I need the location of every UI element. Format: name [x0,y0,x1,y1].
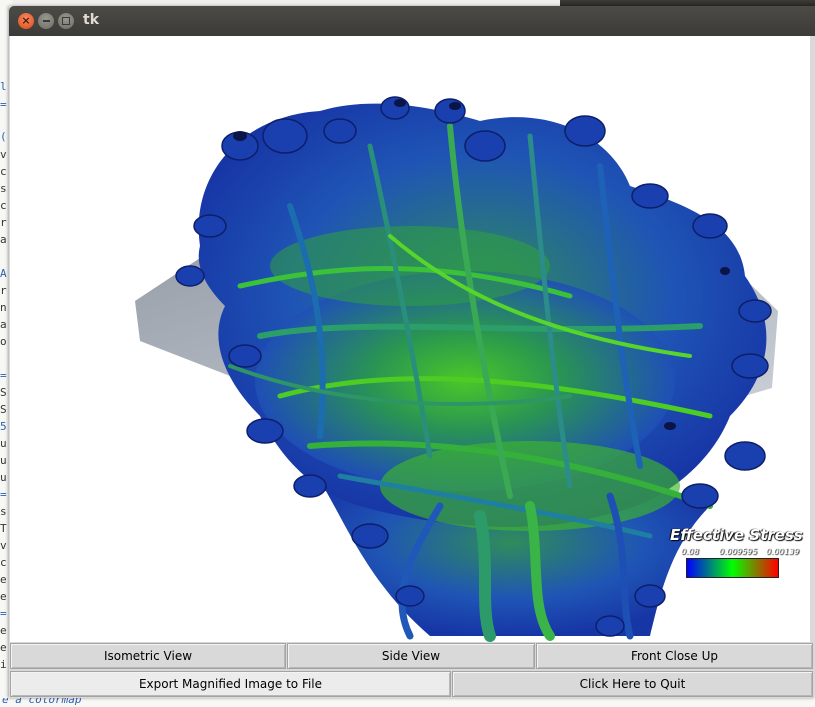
titlebar[interactable]: × tk [9,6,815,36]
legend-tick-mid: 0.009595 [719,547,758,556]
legend-ticks: 0.08 0.009595 0.00139 [675,547,805,559]
legend-colorbar [686,558,779,578]
isometric-view-button[interactable]: Isometric View [10,643,286,669]
streamlines [228,123,713,642]
quit-button[interactable]: Click Here to Quit [452,671,813,697]
minimize-icon[interactable] [38,13,54,29]
legend-tick-max: 0.00139 [766,547,800,556]
green-core-upper [270,226,550,306]
export-image-button[interactable]: Export Magnified Image to File [10,671,451,697]
background-editor-bottom: e a colormap [0,698,815,707]
close-icon[interactable]: × [18,13,34,29]
tk-window: × tk [9,6,815,698]
green-core-lower [380,441,680,531]
side-view-button[interactable]: Side View [287,643,535,669]
background-editor-text: e a colormap [2,698,82,706]
streamtube-visualization [135,96,778,642]
legend-tick-min: 0.08 [681,547,699,556]
tube-tips [175,96,772,637]
desktop-top-panel [560,0,815,6]
front-close-up-button[interactable]: Front Close Up [536,643,813,669]
tube-tips-dark [233,99,730,430]
maximize-icon[interactable] [58,13,74,29]
render-view[interactable]: Effective Stress 0.08 0.009595 0.00139 [10,36,810,642]
legend-title: Effective Stress [670,526,803,544]
window-title: tk [83,12,100,28]
